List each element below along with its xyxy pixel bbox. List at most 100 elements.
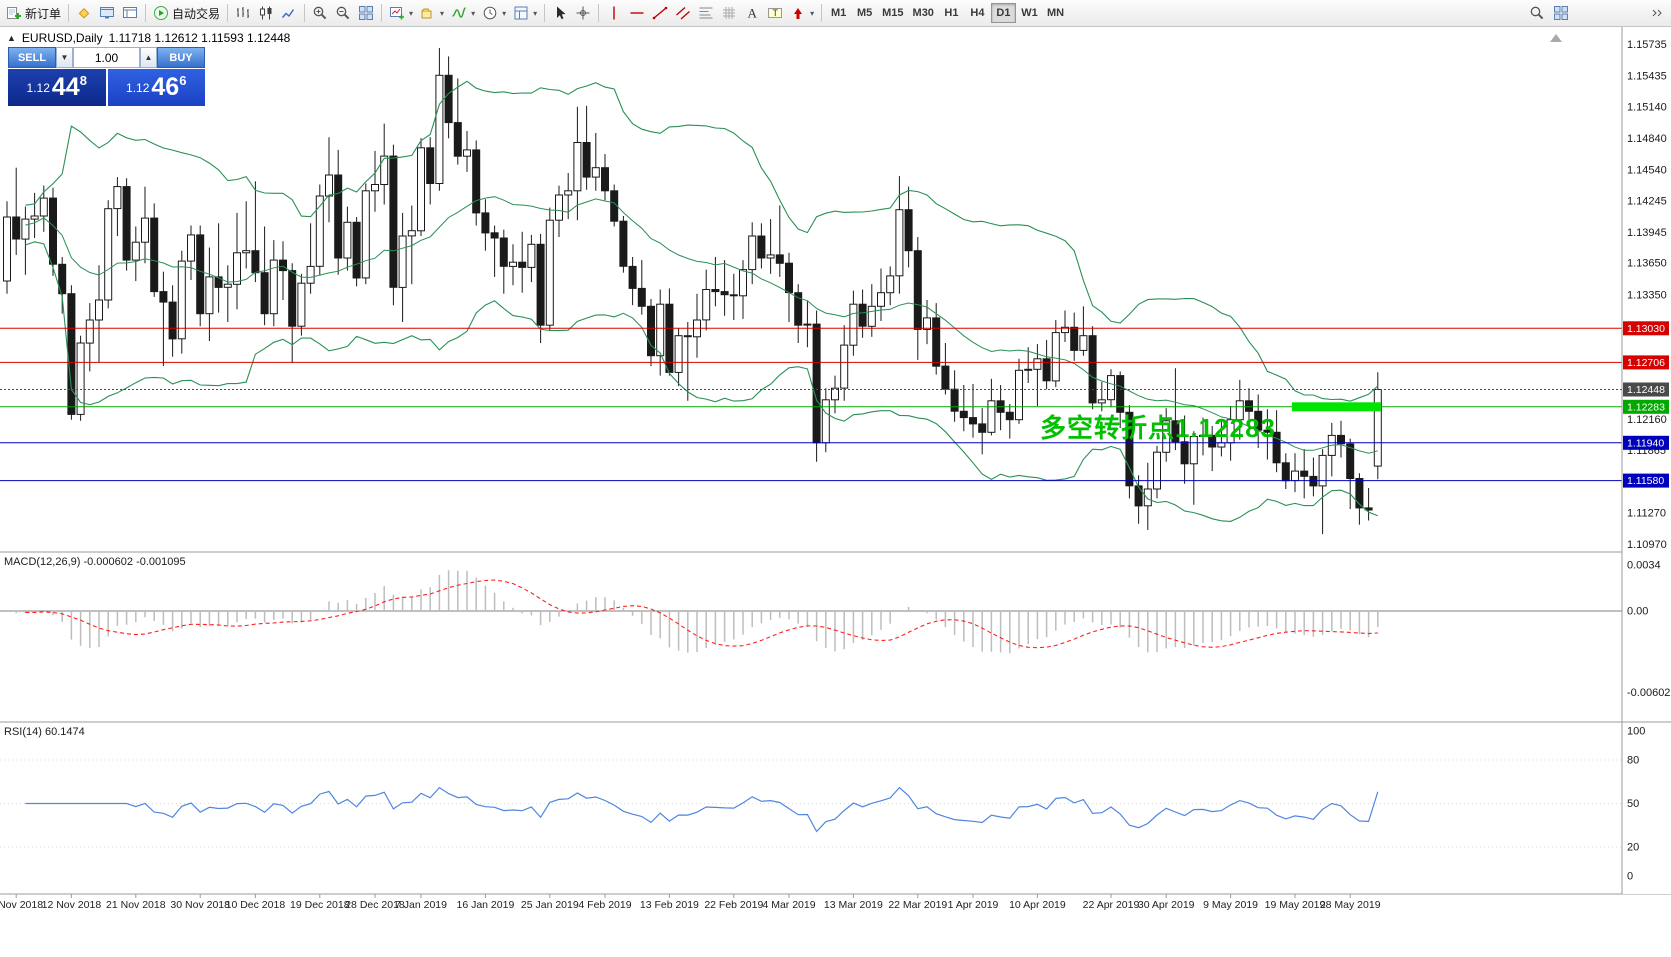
- toolbar: 新订单 自动交易 ▾ ▾ ▾ ▾ ▾ A T ▾ M1 M5 M15 M30 H1 H4 D1 W1 MN: [0, 0, 1671, 27]
- fibonacci-button[interactable]: [695, 2, 717, 24]
- svg-text:22 Mar 2019: 22 Mar 2019: [888, 899, 947, 911]
- new-chart-button[interactable]: ▾: [386, 2, 416, 24]
- svg-text:0.00: 0.00: [1627, 606, 1648, 618]
- price-scale[interactable]: [1622, 27, 1671, 894]
- chart-ohlc-values: 1.11718 1.12612 1.11593 1.12448: [108, 31, 291, 45]
- periods-button[interactable]: ▾: [479, 2, 509, 24]
- volume-input[interactable]: [73, 47, 140, 68]
- svg-text:12 Nov 2018: 12 Nov 2018: [42, 899, 102, 911]
- profiles-button[interactable]: ▾: [417, 2, 447, 24]
- pivot-highlight-segment[interactable]: [1292, 402, 1381, 412]
- toolbar-separator: [598, 4, 600, 22]
- cursor-button[interactable]: [549, 2, 571, 24]
- zoom-in-button[interactable]: [309, 2, 331, 24]
- toolbar-separator: [304, 4, 306, 22]
- overflow-icon: [1652, 9, 1662, 17]
- sell-price-base: 1.12: [26, 80, 50, 95]
- templates-button[interactable]: ▾: [510, 2, 540, 24]
- sell-price-big: 44: [51, 73, 80, 101]
- timeframe-h1-button[interactable]: H1: [939, 3, 964, 23]
- new-order-button[interactable]: 新订单: [3, 2, 64, 24]
- text-label-button[interactable]: T: [764, 2, 786, 24]
- tile-icon: [359, 6, 374, 20]
- svg-text:25 Jan 2019: 25 Jan 2019: [521, 899, 579, 911]
- text-button[interactable]: A: [741, 2, 763, 24]
- svg-text:100: 100: [1627, 726, 1645, 738]
- chart-shift-marker[interactable]: [1550, 34, 1562, 42]
- svg-text:T: T: [773, 8, 779, 18]
- arrows-icon: [794, 8, 803, 19]
- tile-windows-button[interactable]: [355, 2, 377, 24]
- indicators-icon: [452, 7, 466, 18]
- toolbar-separator: [68, 4, 70, 22]
- chevron-down-icon: ▾: [502, 8, 507, 18]
- template-icon: [514, 6, 528, 20]
- market-watch-button[interactable]: [96, 2, 118, 24]
- svg-text:1.12706: 1.12706: [1627, 357, 1665, 369]
- navigator-button[interactable]: [119, 2, 141, 24]
- toolbar-separator: [381, 4, 383, 22]
- metaquotes-button[interactable]: [73, 2, 95, 24]
- buy-price-sup: 6: [179, 73, 187, 88]
- candlestick-chart-button[interactable]: [255, 2, 277, 24]
- svg-text:20: 20: [1627, 842, 1639, 854]
- horizontal-line-button[interactable]: [626, 2, 648, 24]
- arrows-button[interactable]: ▾: [787, 2, 817, 24]
- search-button[interactable]: [1526, 2, 1548, 24]
- crosshair-button[interactable]: [572, 2, 594, 24]
- bollinger-bands: [25, 80, 1379, 522]
- buy-price-big: 46: [151, 73, 180, 101]
- linechart-icon: [282, 9, 295, 18]
- timeframe-m15-button[interactable]: M15: [878, 3, 907, 23]
- svg-text:2 Nov 2018: 2 Nov 2018: [0, 899, 43, 911]
- timeframe-w1-button[interactable]: W1: [1017, 3, 1042, 23]
- line-chart-button[interactable]: [278, 2, 300, 24]
- buy-price-button[interactable]: 1.12 46 6: [107, 69, 205, 106]
- autotrading-button[interactable]: 自动交易: [150, 2, 223, 24]
- timeframe-mn-button[interactable]: MN: [1043, 3, 1068, 23]
- volume-increase-button[interactable]: ▲: [140, 47, 157, 68]
- horizontal-level-lines[interactable]: [0, 327, 1622, 482]
- volume-decrease-button[interactable]: ▼: [56, 47, 73, 68]
- svg-text:16 Jan 2019: 16 Jan 2019: [456, 899, 514, 911]
- sell-button[interactable]: SELL: [8, 47, 56, 68]
- toolbar-separator: [544, 4, 546, 22]
- sell-price-button[interactable]: 1.12 44 8: [8, 69, 106, 106]
- data-window-button[interactable]: [1550, 2, 1572, 24]
- trend-icon: [652, 6, 668, 20]
- timeframe-h4-button[interactable]: H4: [965, 3, 990, 23]
- vertical-line-button[interactable]: [603, 2, 625, 24]
- timeframe-m1-button[interactable]: M1: [826, 3, 851, 23]
- svg-text:1.12160: 1.12160: [1627, 414, 1667, 426]
- svg-text:50: 50: [1627, 798, 1639, 810]
- indicators-button[interactable]: ▾: [448, 2, 478, 24]
- layers-icon: [421, 8, 432, 19]
- bar-chart-button[interactable]: [232, 2, 254, 24]
- timeframe-m30-button[interactable]: M30: [909, 3, 938, 23]
- trendline-button[interactable]: [649, 2, 671, 24]
- svg-text:1.13945: 1.13945: [1627, 227, 1667, 239]
- chevron-down-icon: ▾: [471, 8, 476, 18]
- svg-text:19 May 2019: 19 May 2019: [1265, 899, 1326, 911]
- zoom-in-icon: [313, 6, 327, 20]
- one-click-trading-panel: SELL ▼ ▲ BUY 1.12 44 8 1.12 46 6: [8, 47, 205, 106]
- buy-button[interactable]: BUY: [157, 47, 205, 68]
- channel-icon: [676, 7, 691, 20]
- channel-button[interactable]: [672, 2, 694, 24]
- svg-text:1.15735: 1.15735: [1627, 39, 1667, 51]
- cycle-lines-button[interactable]: [718, 2, 740, 24]
- one-click-collapse-icon[interactable]: ▲: [7, 32, 16, 43]
- bars-icon: [237, 7, 250, 18]
- diamond-icon: [78, 8, 90, 19]
- svg-text:0: 0: [1627, 871, 1633, 883]
- svg-text:9 May 2019: 9 May 2019: [1203, 899, 1258, 911]
- svg-text:4 Feb 2019: 4 Feb 2019: [578, 899, 631, 911]
- toolbar-overflow-button[interactable]: [1647, 2, 1669, 24]
- timeframe-m5-button[interactable]: M5: [852, 3, 877, 23]
- svg-text:1.10970: 1.10970: [1627, 539, 1667, 551]
- zoom-out-button[interactable]: [332, 2, 354, 24]
- timeframe-d1-button[interactable]: D1: [990, 3, 1016, 23]
